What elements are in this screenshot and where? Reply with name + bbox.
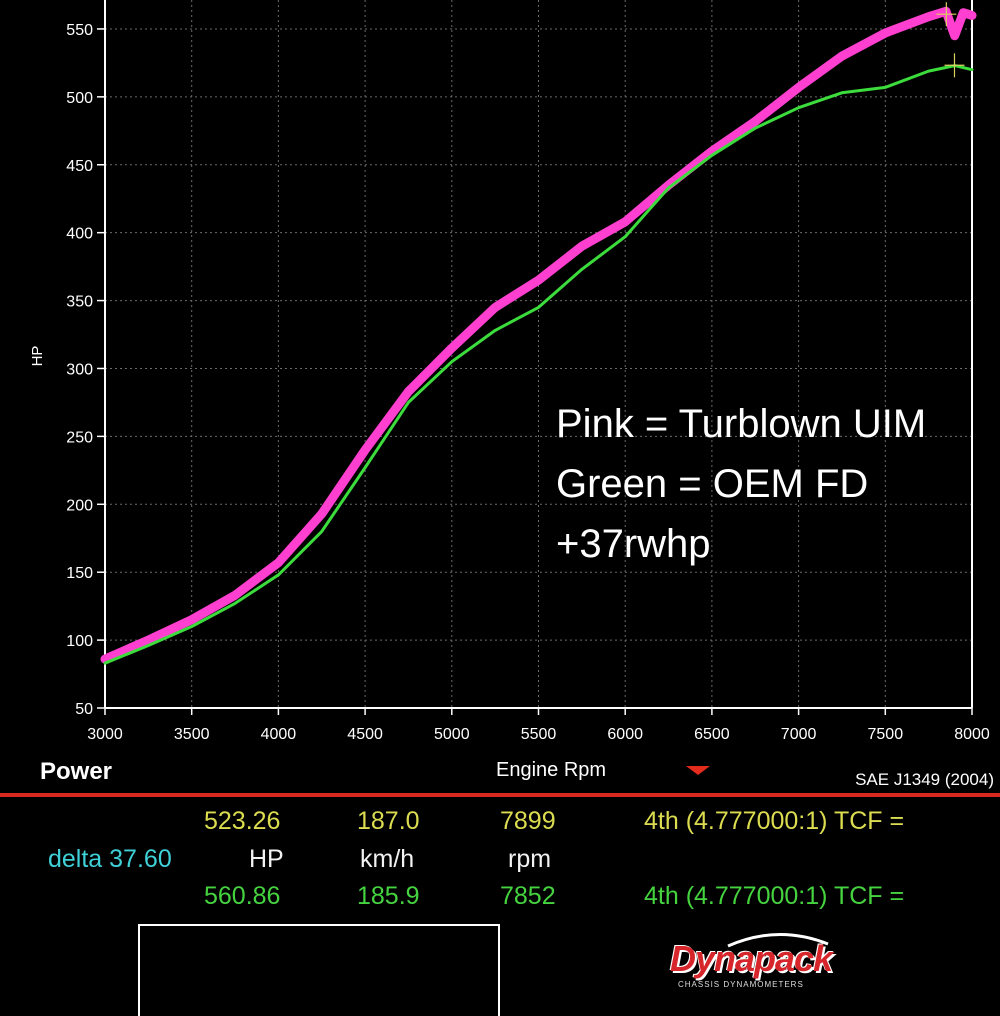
dyno-chart: 3000 3500 4000 4500 5000 5500 6000 6500 7000 7500… bbox=[29, 0, 990, 743]
logo-wordmark: Dynapack bbox=[670, 938, 833, 979]
speed-unit: km/h bbox=[360, 845, 415, 873]
dynapack-logo: Dynapack CHASSIS DYNAMOMETERS bbox=[668, 930, 840, 1000]
y-tick-label: 350 bbox=[66, 294, 93, 311]
row1-speed: 187.0 bbox=[357, 807, 420, 835]
x-tick-label: 3000 bbox=[87, 726, 123, 743]
divider-line bbox=[0, 793, 1000, 797]
x-axis-dropdown-arrow-icon[interactable] bbox=[686, 766, 710, 775]
annotation-gain: +37rwhp bbox=[556, 522, 711, 566]
x-tick-label: 3500 bbox=[174, 726, 210, 743]
series-line-pink bbox=[100, 6, 977, 664]
x-axis-ticks: 3000 3500 4000 4500 5000 5500 6000 6500 7000 7500… bbox=[87, 708, 990, 743]
x-tick-label: 6000 bbox=[607, 726, 643, 743]
row3-speed: 185.9 bbox=[357, 882, 420, 910]
chart-title: Power bbox=[40, 758, 113, 785]
info-box bbox=[138, 924, 500, 1016]
y-tick-label: 500 bbox=[66, 90, 93, 107]
x-axis-title: Engine Rpm bbox=[496, 759, 607, 781]
row1-hp: 523.26 bbox=[204, 807, 281, 835]
x-tick-label: 5500 bbox=[521, 726, 557, 743]
y-axis-label: HP bbox=[29, 346, 46, 367]
y-tick-label: 200 bbox=[66, 497, 93, 514]
cursor-markers bbox=[936, 2, 965, 78]
y-axis-ticks: 50 100 150 200 250 300 350 400 450 500 550 bbox=[66, 22, 105, 718]
row1-rpm: 7899 bbox=[500, 807, 556, 835]
x-tick-label: 7500 bbox=[868, 726, 904, 743]
x-tick-label: 4500 bbox=[347, 726, 383, 743]
series-line-green bbox=[103, 64, 974, 665]
row3-hp: 560.86 bbox=[204, 882, 281, 910]
x-tick-label: 8000 bbox=[954, 726, 990, 743]
delta-readout: delta 37.60 bbox=[48, 845, 172, 873]
readout-panel bbox=[0, 797, 1000, 1000]
y-tick-label: 100 bbox=[66, 633, 93, 650]
row3-gear: 4th (4.777000:1) TCF = bbox=[644, 882, 905, 910]
y-tick-label: 450 bbox=[66, 158, 93, 175]
y-tick-label: 50 bbox=[75, 701, 93, 718]
x-tick-label: 4000 bbox=[261, 726, 297, 743]
chart-series bbox=[100, 6, 977, 665]
y-tick-label: 300 bbox=[66, 361, 93, 378]
logo-swoosh-icon bbox=[727, 932, 829, 948]
rpm-unit: rpm bbox=[508, 845, 552, 873]
hp-unit: HP bbox=[249, 845, 284, 873]
logo-subtitle: CHASSIS DYNAMOMETERS bbox=[678, 980, 804, 989]
correction-standard: SAE J1349 (2004) bbox=[855, 770, 994, 789]
annotation-pink: Pink = Turblown UIM bbox=[556, 402, 926, 446]
row1-gear: 4th (4.777000:1) TCF = bbox=[644, 807, 905, 835]
y-tick-label: 150 bbox=[66, 565, 93, 582]
annotation-green: Green = OEM FD bbox=[556, 462, 868, 506]
x-tick-label: 5000 bbox=[434, 726, 470, 743]
x-tick-label: 6500 bbox=[694, 726, 730, 743]
y-tick-label: 550 bbox=[66, 22, 93, 39]
x-tick-label: 7000 bbox=[781, 726, 817, 743]
row3-rpm: 7852 bbox=[500, 882, 556, 910]
y-tick-label: 400 bbox=[66, 226, 93, 243]
y-tick-label: 250 bbox=[66, 429, 93, 446]
